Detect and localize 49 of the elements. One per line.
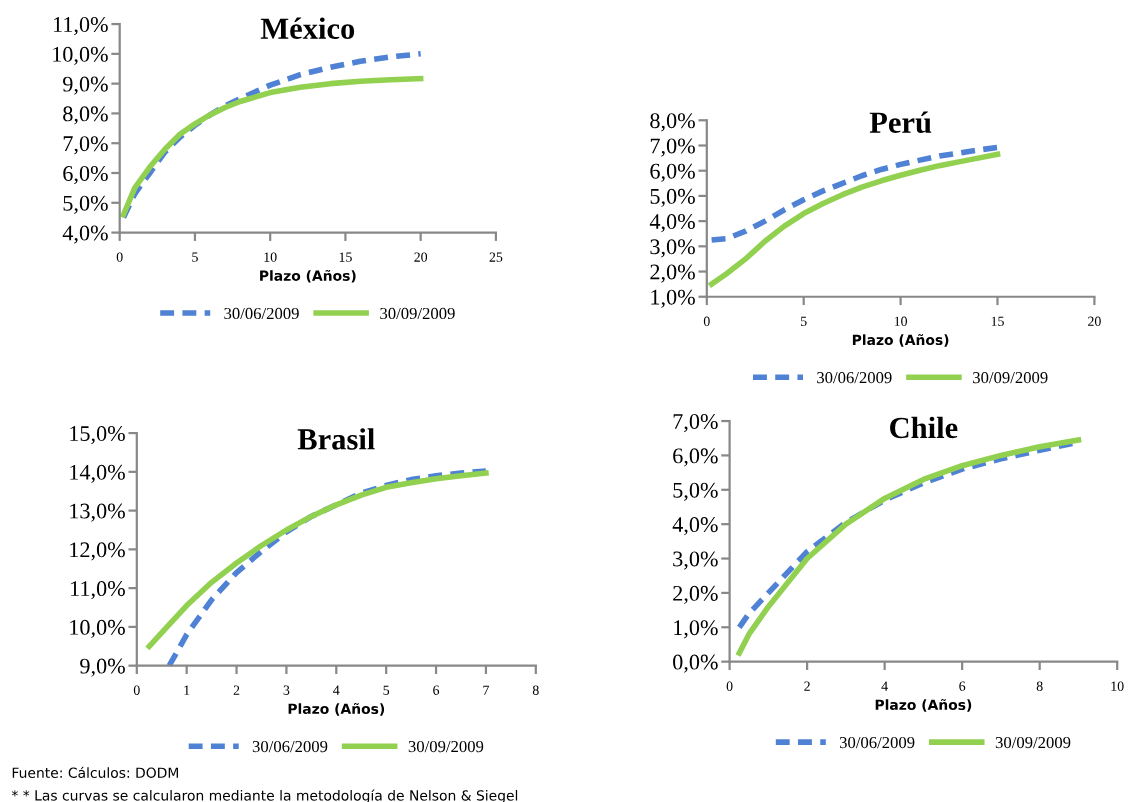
y-tick-label: 4,0%	[672, 517, 718, 536]
y-tick-label: 3,0%	[650, 239, 695, 258]
y-tick-label: 8,0%	[63, 106, 108, 125]
y-tick-label: 2,0%	[673, 585, 718, 605]
y-tick-label: 12,0%	[70, 542, 125, 561]
line-series	[166, 468, 489, 669]
line-series	[120, 51, 424, 221]
line-series	[146, 470, 489, 650]
y-tick-label: 7,0%	[673, 413, 718, 433]
legend-label: 30/06/2009	[817, 371, 892, 384]
y-tick-label: 1,0%	[674, 620, 718, 639]
chart-title: Chile	[890, 416, 958, 439]
y-tick-label: 7,0%	[63, 136, 108, 155]
y-tick-label: 4,0%	[62, 225, 108, 244]
y-tick-label: 1,0%	[651, 289, 695, 308]
y-tick-label: 15,0%	[70, 426, 125, 445]
y-tick-label: 3,0%	[673, 551, 718, 570]
y-tick-label: 5,0%	[63, 195, 108, 214]
legend-label: 30/06/2009	[224, 307, 299, 320]
y-tick-label: 6,0%	[673, 448, 718, 467]
y-tick-label: 11,0%	[53, 16, 108, 36]
y-tick-label: 5,0%	[650, 188, 695, 208]
legend-label: 30/09/2009	[995, 736, 1071, 749]
y-tick-label: 10,0%	[53, 46, 108, 65]
y-tick-label: 8,0%	[650, 113, 695, 132]
y-tick-label: 6,0%	[650, 163, 695, 182]
y-tick-label: 7,0%	[650, 138, 695, 157]
legend-label: 30/06/2009	[252, 740, 328, 753]
y-tick-label: 6,0%	[63, 165, 108, 185]
legend-label: 30/09/2009	[973, 371, 1048, 384]
chart-title: Perú	[869, 111, 932, 134]
legend-label: 30/06/2009	[839, 736, 915, 749]
chart-title: México	[260, 17, 355, 39]
line-series	[120, 75, 424, 218]
line-series	[708, 144, 1001, 243]
line-series	[708, 151, 1001, 287]
y-tick-label: 9,0%	[63, 76, 108, 95]
legend-label: 30/09/2009	[380, 307, 455, 320]
y-tick-label: 2,0%	[650, 264, 695, 283]
y-tick-label: 9,0%	[80, 658, 125, 677]
y-tick-label: 4,0%	[649, 214, 695, 233]
y-tick-label: 11,0%	[71, 581, 125, 600]
y-tick-label: 5,0%	[673, 482, 718, 501]
y-tick-label: 0,0%	[673, 654, 718, 673]
legend-label: 30/09/2009	[408, 740, 484, 753]
chart-title: Brasil	[297, 428, 375, 450]
y-tick-label: 14,0%	[70, 464, 125, 483]
y-tick-label: 13,0%	[70, 503, 125, 522]
y-tick-label: 10,0%	[70, 619, 125, 639]
